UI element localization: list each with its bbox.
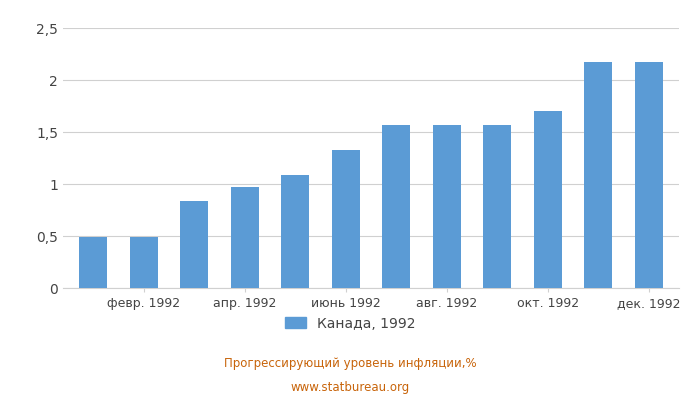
Legend: Канада, 1992: Канада, 1992 bbox=[279, 311, 421, 336]
Bar bbox=[281, 175, 309, 288]
Bar bbox=[635, 62, 663, 288]
Bar bbox=[534, 111, 561, 288]
Text: www.statbureau.org: www.statbureau.org bbox=[290, 382, 410, 394]
Bar bbox=[332, 150, 360, 288]
Bar bbox=[181, 201, 208, 288]
Bar bbox=[79, 237, 107, 288]
Bar bbox=[382, 125, 410, 288]
Bar bbox=[483, 125, 511, 288]
Bar bbox=[130, 237, 158, 288]
Bar bbox=[433, 125, 461, 288]
Text: Прогрессирующий уровень инфляции,%: Прогрессирующий уровень инфляции,% bbox=[224, 358, 476, 370]
Bar bbox=[231, 187, 259, 288]
Bar bbox=[584, 62, 612, 288]
